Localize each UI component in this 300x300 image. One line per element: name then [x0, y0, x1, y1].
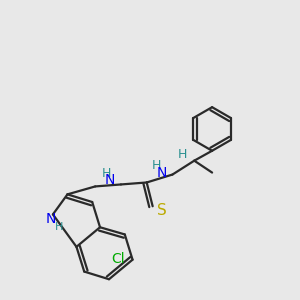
Text: Cl: Cl: [111, 252, 124, 266]
Text: S: S: [157, 203, 166, 218]
Text: H: H: [55, 222, 63, 232]
Text: H: H: [152, 159, 161, 172]
Text: H: H: [101, 167, 111, 180]
Text: N: N: [105, 173, 115, 188]
Text: H: H: [178, 148, 187, 161]
Text: N: N: [46, 212, 56, 226]
Text: N: N: [156, 166, 167, 180]
